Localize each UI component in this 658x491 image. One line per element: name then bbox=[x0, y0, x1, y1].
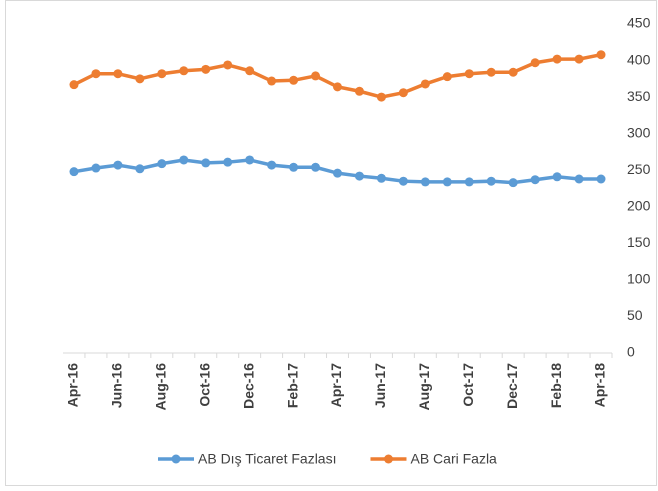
x-tick-label: Aug-16 bbox=[153, 363, 169, 411]
y-tick-label: 400 bbox=[627, 51, 651, 67]
y-tick-label: 0 bbox=[627, 344, 635, 360]
data-point bbox=[486, 67, 496, 77]
data-point bbox=[179, 66, 189, 76]
legend-marker bbox=[383, 454, 393, 464]
x-tick-label: Apr-16 bbox=[65, 363, 81, 408]
data-point bbox=[113, 69, 123, 79]
data-point bbox=[508, 178, 518, 188]
x-tick-label: Apr-17 bbox=[328, 363, 344, 408]
data-point bbox=[574, 54, 584, 64]
data-point bbox=[245, 155, 255, 165]
data-point bbox=[596, 174, 606, 184]
legend-marker bbox=[171, 454, 181, 464]
data-point bbox=[530, 58, 540, 68]
data-point bbox=[311, 162, 321, 172]
data-point bbox=[464, 177, 474, 187]
data-point bbox=[289, 162, 299, 172]
data-point bbox=[333, 82, 342, 92]
data-point bbox=[354, 86, 364, 96]
data-point bbox=[596, 50, 606, 60]
data-point bbox=[135, 74, 145, 84]
data-point bbox=[69, 80, 79, 90]
data-point bbox=[201, 64, 211, 74]
x-tick-label: Aug-17 bbox=[416, 363, 432, 411]
data-point bbox=[420, 79, 430, 89]
data-point bbox=[442, 72, 452, 82]
data-point bbox=[552, 172, 562, 182]
x-tick-label: Jun-17 bbox=[372, 363, 388, 408]
data-point bbox=[91, 163, 101, 173]
x-tick-label: Feb-17 bbox=[284, 363, 300, 408]
data-point bbox=[574, 174, 584, 184]
data-point bbox=[201, 158, 211, 168]
data-point bbox=[552, 54, 562, 64]
x-tick-label: Oct-17 bbox=[460, 363, 476, 407]
y-tick-label: 200 bbox=[627, 197, 651, 213]
data-point bbox=[179, 155, 189, 165]
data-point bbox=[223, 60, 233, 70]
y-tick-label: 450 bbox=[627, 15, 651, 31]
x-tick-label: Oct-16 bbox=[196, 363, 212, 407]
data-point bbox=[267, 160, 277, 170]
data-point bbox=[113, 160, 123, 170]
y-tick-label: 150 bbox=[627, 234, 651, 250]
data-point bbox=[398, 176, 408, 186]
x-tick-label: Dec-17 bbox=[504, 363, 520, 409]
data-point bbox=[91, 69, 101, 79]
data-point bbox=[376, 173, 386, 183]
y-tick-label: 350 bbox=[627, 88, 651, 104]
data-point bbox=[354, 171, 364, 181]
data-point bbox=[333, 168, 342, 178]
data-point bbox=[420, 177, 430, 187]
data-point bbox=[530, 175, 540, 185]
y-tick-label: 250 bbox=[627, 161, 651, 177]
x-tick-label: Jun-16 bbox=[109, 363, 125, 408]
data-point bbox=[442, 177, 452, 187]
data-point bbox=[311, 71, 321, 81]
data-point bbox=[267, 76, 277, 86]
x-tick-label: Apr-18 bbox=[592, 363, 608, 408]
chart-frame bbox=[5, 0, 657, 486]
data-point bbox=[245, 66, 255, 76]
data-point bbox=[223, 157, 233, 167]
y-tick-label: 300 bbox=[627, 124, 651, 140]
data-point bbox=[464, 69, 474, 79]
data-point bbox=[508, 67, 518, 77]
y-tick-label: 100 bbox=[627, 271, 651, 287]
x-tick-label: Dec-16 bbox=[240, 363, 256, 409]
data-point bbox=[157, 69, 167, 79]
x-tick-label: Feb-18 bbox=[548, 363, 564, 408]
data-point bbox=[69, 167, 79, 177]
data-point bbox=[157, 159, 167, 169]
data-point bbox=[289, 75, 299, 85]
data-point bbox=[135, 164, 145, 174]
legend-label: AB Dış Ticaret Fazlası bbox=[198, 451, 336, 467]
legend-label: AB Cari Fazla bbox=[410, 451, 497, 467]
data-point bbox=[376, 92, 386, 102]
data-point bbox=[398, 88, 408, 98]
data-point bbox=[486, 176, 496, 186]
y-tick-label: 50 bbox=[627, 307, 643, 323]
